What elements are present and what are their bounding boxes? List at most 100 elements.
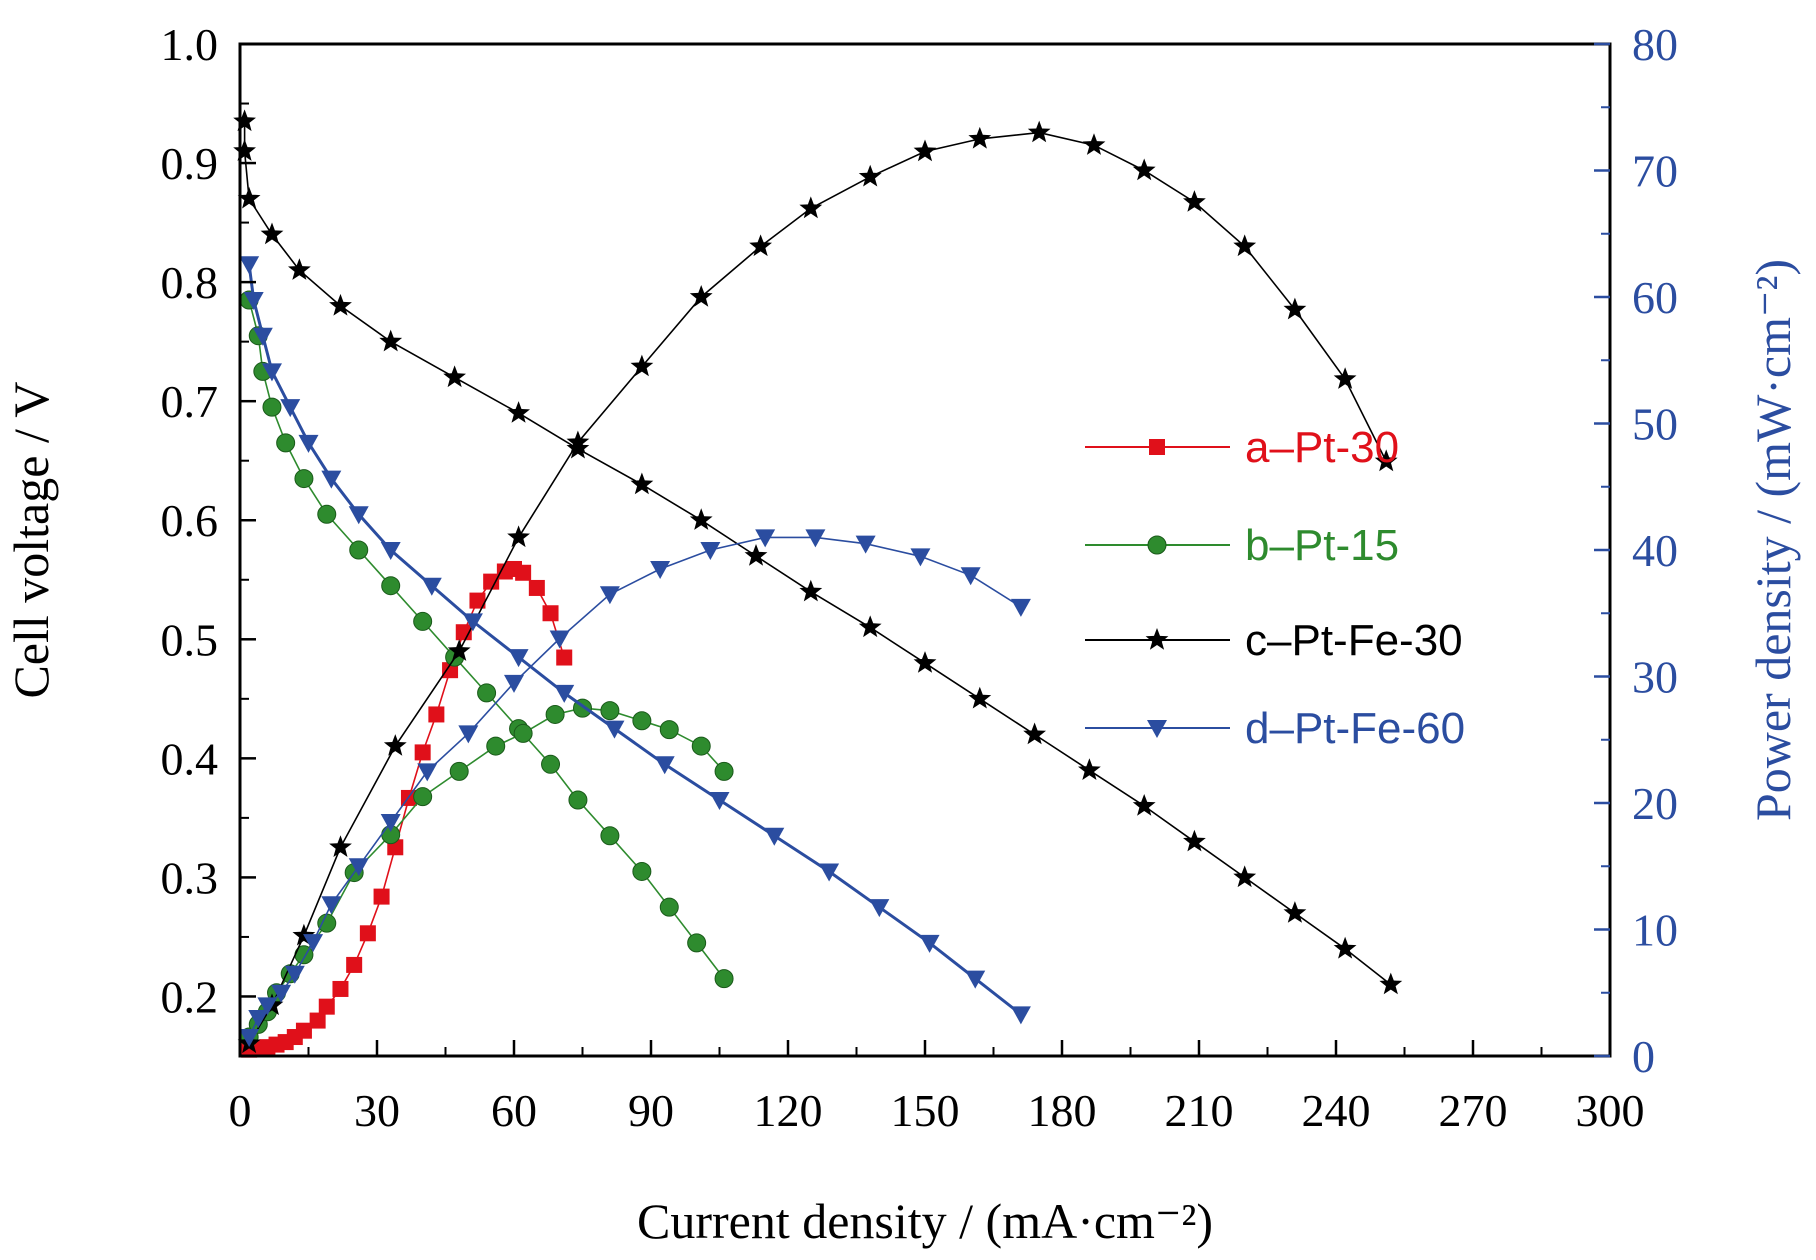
data-point-polarization [1183,829,1206,852]
data-point-polarization [764,827,785,846]
data-point-polarization [379,329,403,352]
data-point-polarization [819,863,840,882]
data-point-power [630,354,654,377]
x-tick-label: 120 [754,1085,823,1136]
data-point-polarization [261,363,282,382]
data-point-polarization [1023,722,1046,745]
data-point-power [714,761,734,781]
y-left-tick-label: 0.2 [161,971,219,1022]
data-point-power [960,567,981,586]
data-point-power [855,535,876,554]
data-point-power [528,579,545,596]
data-point-power [469,592,486,609]
data-point-polarization [413,611,433,631]
legend-marker [1147,720,1167,738]
data-point-power [380,813,401,832]
data-point-power [271,984,292,1003]
data-point-power [1027,120,1051,143]
data-point-polarization [604,720,625,739]
data-point-polarization [233,109,256,132]
x-tick-label: 30 [354,1085,400,1136]
data-point-polarization [654,756,675,775]
data-point-power [486,736,506,756]
y-left-tick-label: 0.4 [161,733,219,784]
data-point-power [458,725,479,744]
y-axis-left-title: Cell voltage / V [3,381,59,698]
data-point-polarization [554,684,575,703]
axes-layer: 0 30 60 90 120 150 180 210 240 270 3000.20.30.40.5… [161,19,1679,1136]
y-right-tick-label: 80 [1632,19,1678,70]
y-left-tick-label: 1.0 [161,19,219,70]
series-3 [239,256,1031,1048]
data-point-polarization [630,472,654,495]
data-point-power [910,548,931,567]
legend-marker [1145,628,1169,650]
data-point-polarization [443,365,466,388]
data-point-polarization [1233,865,1257,888]
data-point-polarization [321,470,342,489]
data-point-power [632,711,652,731]
data-point-power [257,997,278,1016]
data-point-polarization [568,790,588,810]
y-left-tick-label: 0.9 [161,138,219,189]
data-point-polarization [243,291,264,310]
data-point-power [303,934,324,953]
data-point-power [542,605,559,622]
y-right-tick-label: 20 [1632,778,1678,829]
data-point-polarization [566,436,590,459]
y-right-tick-label: 60 [1632,272,1678,323]
data-point-polarization [462,613,483,632]
data-point-power [799,196,823,219]
data-point-polarization [329,293,352,316]
data-point-power [513,723,533,743]
y-left-tick-label: 0.7 [161,376,219,427]
legend: a–Pt-30 b–Pt-15 c–Pt-Fe-30 d–Pt-Fe-60 [1085,423,1465,753]
x-tick-label: 240 [1302,1085,1371,1136]
data-point-polarization [294,469,314,489]
data-point-power [417,763,438,782]
y-axis-right-title: Power density / (mW·cm⁻²) [1745,259,1801,821]
data-point-power [332,980,349,997]
series-1 [239,290,734,1047]
x-axis-title: Current density / (mA·cm⁻²) [637,1193,1213,1249]
x-tick-label: 0 [229,1085,252,1136]
y-right-tick-label: 50 [1632,399,1678,450]
data-point-polarization [689,508,713,530]
legend-item: a–Pt-30 [1085,423,1399,472]
data-point-power [549,630,570,649]
data-point-power [755,529,776,548]
data-point-power [1082,133,1106,155]
data-point-power [1132,158,1156,181]
legend-item: c–Pt-Fe-30 [1085,616,1463,665]
data-point-polarization [632,861,652,881]
data-point-polarization [262,397,282,417]
data-point-power [449,761,469,781]
data-point-polarization [276,433,296,453]
data-point-polarization [744,544,768,566]
data-point-polarization [687,933,707,953]
data-point-polarization [1132,794,1156,816]
data-point-power [359,925,376,942]
data-point-power [913,139,937,162]
data-point-polarization [1010,1006,1031,1025]
data-point-power [600,701,620,721]
data-point-power [1183,190,1206,212]
data-point-power [1283,297,1307,320]
data-point-power [689,285,713,307]
x-tick-label: 270 [1439,1085,1508,1136]
data-point-power [1233,234,1257,257]
data-point-power [373,888,390,905]
legend-label: c–Pt-Fe-30 [1245,616,1463,665]
legend-marker [1147,535,1167,555]
data-point-polarization [237,186,261,209]
data-point-polarization [858,615,882,638]
data-point-polarization [913,651,937,673]
data-point-polarization [317,504,337,524]
data-point-polarization [348,506,369,525]
data-point-polarization [239,256,260,275]
data-point-power [318,998,335,1015]
data-point-power [659,720,679,740]
legend-label: d–Pt-Fe-60 [1245,704,1465,753]
data-point-power [413,787,433,807]
